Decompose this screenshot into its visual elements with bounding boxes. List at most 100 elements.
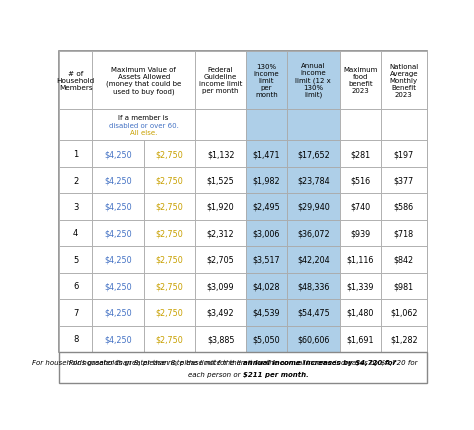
Bar: [340, 326, 381, 352]
Bar: [340, 220, 381, 247]
Text: 6: 6: [73, 282, 78, 291]
Bar: [381, 220, 427, 247]
Text: $3,492: $3,492: [207, 308, 235, 317]
Text: $2,495: $2,495: [253, 203, 280, 212]
Bar: [144, 141, 195, 167]
Bar: [340, 273, 381, 299]
Text: $4,250: $4,250: [104, 203, 132, 212]
Bar: [246, 52, 287, 110]
Bar: [195, 194, 246, 220]
Bar: [287, 52, 340, 110]
Bar: [144, 299, 195, 326]
Bar: [381, 299, 427, 326]
Text: 130%
income
limit
per
month: 130% income limit per month: [254, 64, 279, 98]
Text: $4,250: $4,250: [104, 255, 132, 264]
Text: $48,336: $48,336: [297, 282, 329, 291]
Text: $4,028: $4,028: [253, 282, 280, 291]
Bar: [59, 299, 92, 326]
Text: Annual
income
limit (12 x
130%
limit): Annual income limit (12 x 130% limit): [295, 63, 331, 98]
Text: $2,750: $2,750: [155, 335, 183, 344]
Bar: [287, 220, 340, 247]
Text: $23,784: $23,784: [297, 176, 330, 185]
Bar: [246, 326, 287, 352]
Bar: [287, 299, 340, 326]
Bar: [246, 220, 287, 247]
Bar: [195, 247, 246, 273]
Text: $4,250: $4,250: [104, 176, 132, 185]
Bar: [59, 247, 92, 273]
Text: 1: 1: [73, 150, 78, 159]
Text: annual income increases by $4,720 for: annual income increases by $4,720 for: [243, 359, 396, 365]
Text: $377: $377: [393, 176, 414, 185]
Text: $1,525: $1,525: [207, 176, 235, 185]
Bar: [59, 220, 92, 247]
Text: $60,606: $60,606: [297, 335, 329, 344]
Bar: [59, 273, 92, 299]
Bar: [287, 110, 340, 141]
Bar: [340, 52, 381, 110]
Text: $4,250: $4,250: [104, 308, 132, 317]
Text: $3,517: $3,517: [253, 255, 280, 264]
Bar: [144, 167, 195, 194]
Text: $516: $516: [350, 176, 370, 185]
Bar: [340, 110, 381, 141]
Bar: [92, 141, 144, 167]
Text: $197: $197: [393, 150, 414, 159]
Bar: [92, 247, 144, 273]
Text: $4,250: $4,250: [104, 282, 132, 291]
Text: $17,652: $17,652: [297, 150, 330, 159]
Text: $2,750: $2,750: [155, 308, 183, 317]
Text: $586: $586: [393, 203, 414, 212]
Bar: [381, 141, 427, 167]
Text: National
Average
Monthly
Benefit
2023: National Average Monthly Benefit 2023: [389, 64, 419, 98]
Bar: [195, 110, 246, 141]
Text: $54,475: $54,475: [297, 308, 330, 317]
Text: $3,885: $3,885: [207, 335, 234, 344]
Bar: [381, 247, 427, 273]
Text: Maximum Value of
Assets Allowed
(money that could be
used to buy food): Maximum Value of Assets Allowed (money t…: [106, 67, 181, 95]
Text: 4: 4: [73, 229, 78, 238]
Text: $211 per month.: $211 per month.: [243, 371, 309, 377]
Text: $2,750: $2,750: [155, 229, 183, 238]
Bar: [92, 110, 195, 141]
Bar: [287, 326, 340, 352]
Bar: [92, 167, 144, 194]
Bar: [340, 167, 381, 194]
Text: 3: 3: [73, 203, 78, 212]
Bar: [340, 141, 381, 167]
Text: $2,750: $2,750: [155, 282, 183, 291]
Bar: [59, 326, 92, 352]
Text: $29,940: $29,940: [297, 203, 330, 212]
Bar: [59, 352, 427, 383]
Bar: [381, 52, 427, 110]
Text: $4,250: $4,250: [104, 335, 132, 344]
Bar: [246, 110, 287, 141]
Text: 5: 5: [73, 255, 78, 264]
Bar: [246, 141, 287, 167]
Text: $2,750: $2,750: [155, 150, 183, 159]
Text: Maximum
food
benefit
2023: Maximum food benefit 2023: [343, 67, 377, 94]
Text: 7: 7: [73, 308, 78, 317]
Bar: [381, 326, 427, 352]
Text: $3,006: $3,006: [253, 229, 280, 238]
Bar: [381, 167, 427, 194]
Text: $1,691: $1,691: [346, 335, 374, 344]
Text: $842: $842: [393, 255, 414, 264]
Bar: [195, 167, 246, 194]
Text: $42,204: $42,204: [297, 255, 330, 264]
Text: $4,539: $4,539: [253, 308, 280, 317]
Bar: [381, 194, 427, 220]
Bar: [246, 167, 287, 194]
Bar: [340, 247, 381, 273]
Bar: [246, 273, 287, 299]
Bar: [195, 273, 246, 299]
Text: $1,339: $1,339: [346, 282, 374, 291]
Bar: [92, 52, 195, 110]
Text: $1,480: $1,480: [346, 308, 374, 317]
Bar: [92, 299, 144, 326]
Bar: [340, 299, 381, 326]
Bar: [144, 326, 195, 352]
Bar: [144, 194, 195, 220]
Bar: [287, 194, 340, 220]
Text: 8: 8: [73, 335, 78, 344]
